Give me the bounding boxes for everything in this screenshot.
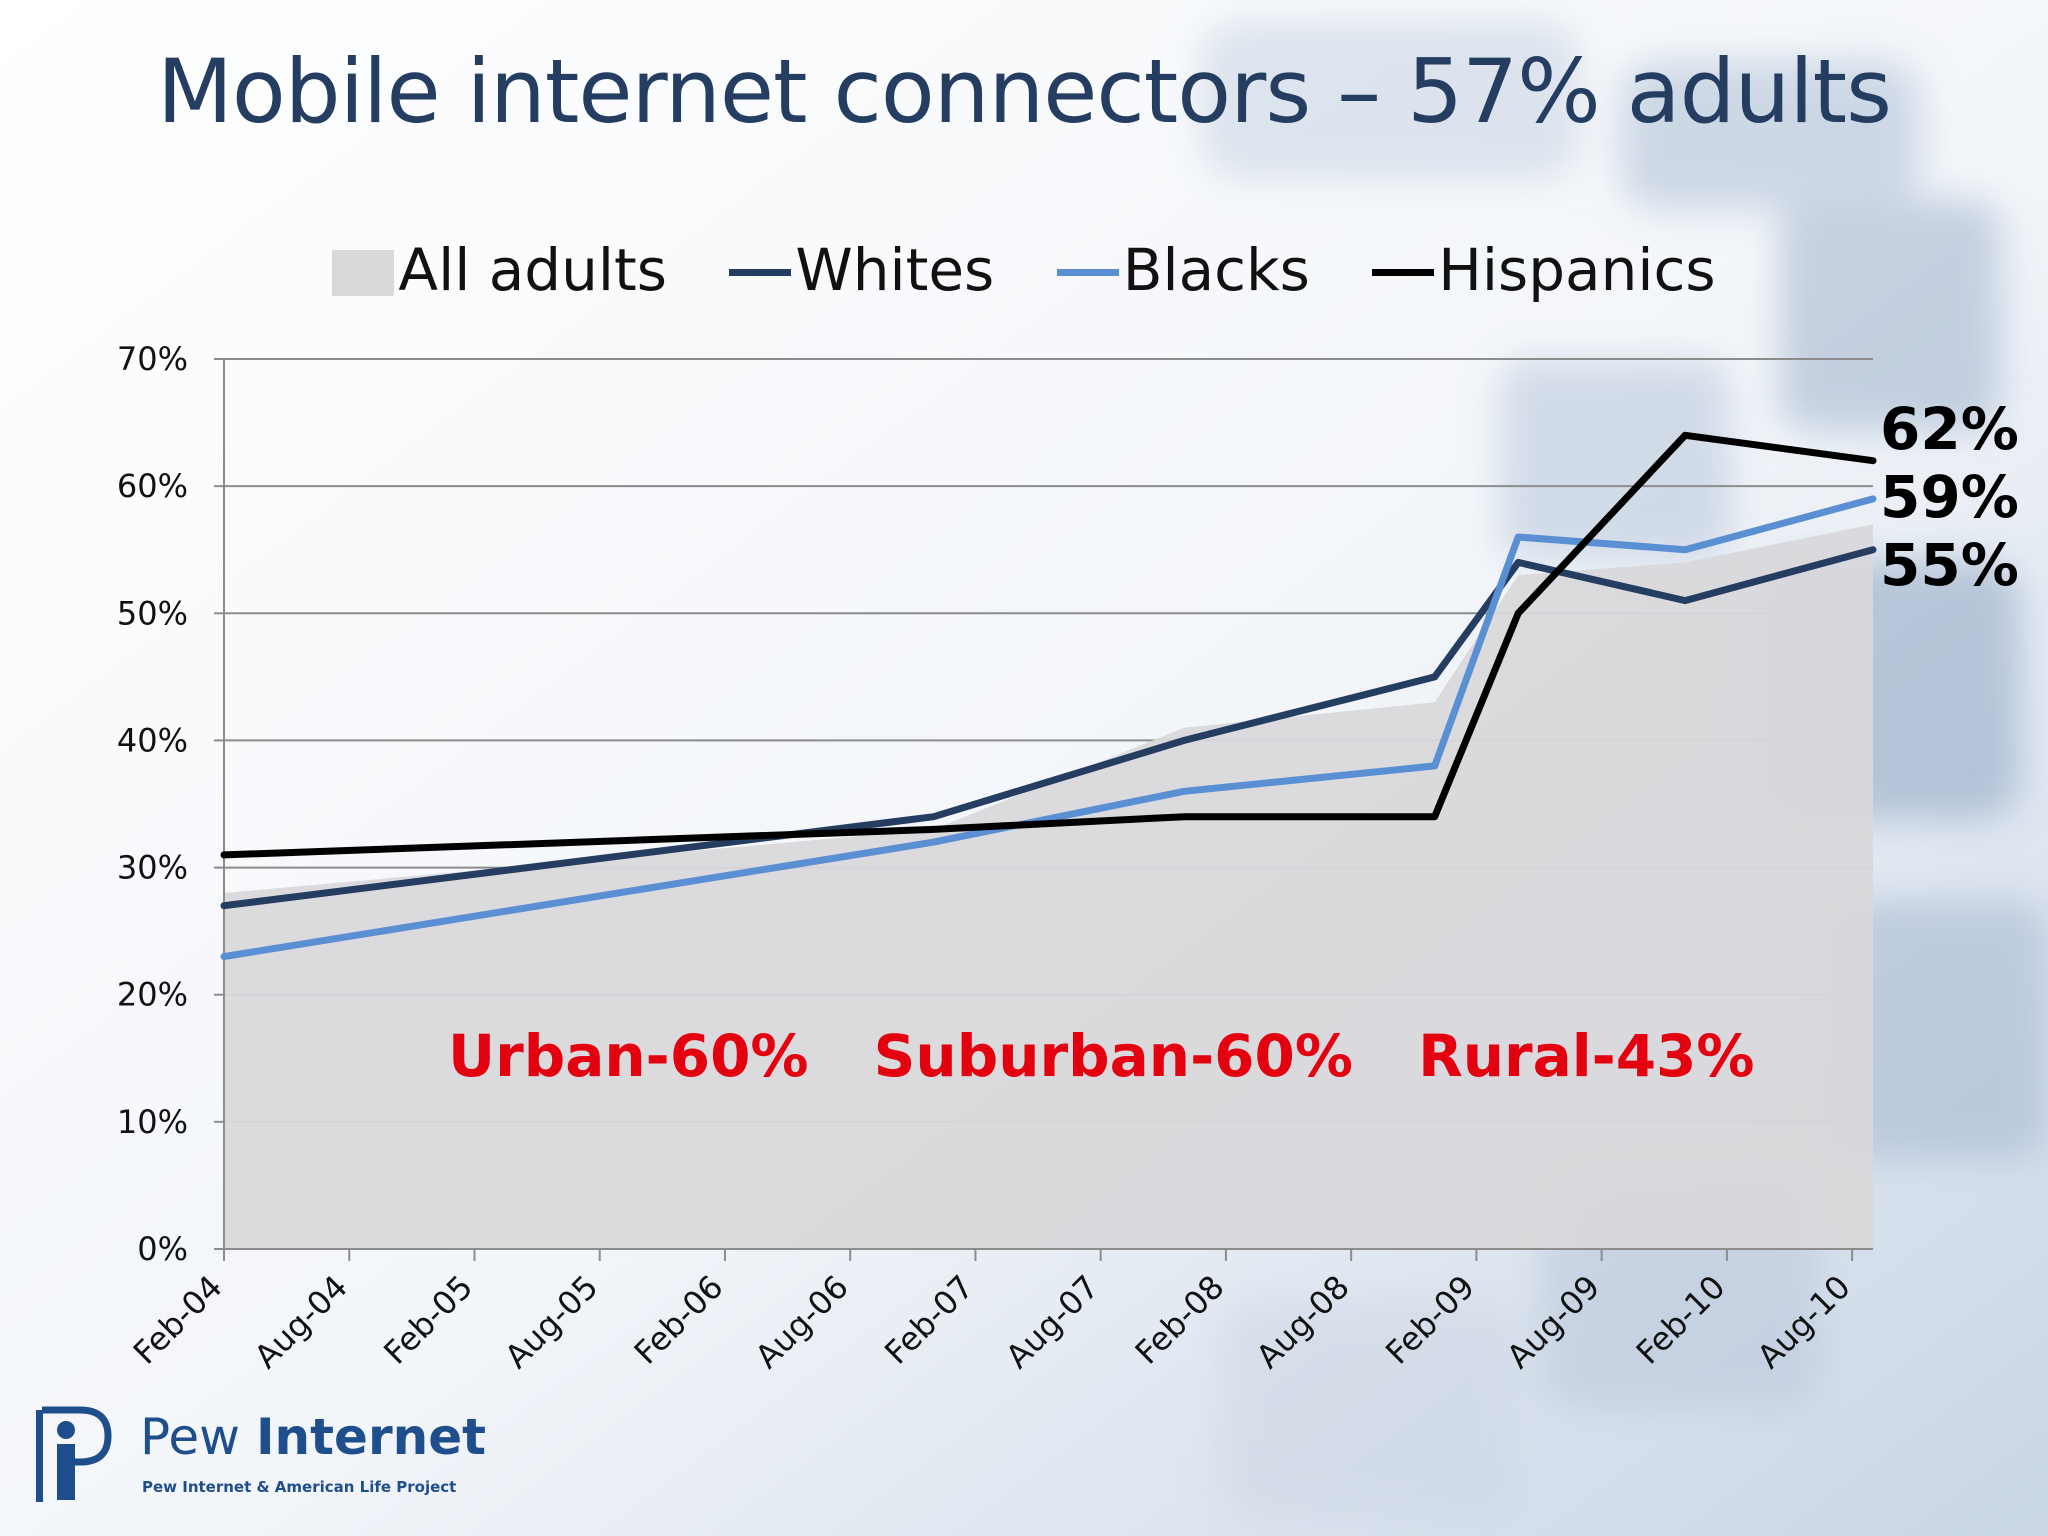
end-label-hispanics: 62% <box>1880 395 2019 463</box>
legend-label: Blacks <box>1122 235 1310 304</box>
pew-internet-logo: Pew Internet Pew Internet & American Lif… <box>28 1400 486 1510</box>
x-tick-label: Feb-08 <box>1128 1268 1232 1372</box>
annotation-rural: Rural-43% <box>1418 1022 1755 1090</box>
x-tick-label: Aug-06 <box>748 1268 856 1376</box>
line-series <box>220 431 1877 961</box>
area-all-adults <box>224 524 1873 1249</box>
x-tick-label: Aug-05 <box>497 1268 605 1376</box>
axes <box>214 358 1873 1261</box>
x-tick-label: Feb-10 <box>1629 1268 1733 1372</box>
y-tick-label: 0% <box>137 1230 188 1268</box>
line-whites <box>220 546 1877 910</box>
legend-swatch-area <box>332 249 395 296</box>
x-tick-label: Aug-09 <box>1499 1268 1607 1376</box>
y-tick-label: 40% <box>117 721 188 759</box>
x-tick-label: Aug-07 <box>998 1268 1106 1376</box>
chart-annotations: Urban-60% Suburban-60% Rural-43% <box>448 1022 1815 1090</box>
logo-name-regular: Pew <box>140 1408 241 1466</box>
x-tick-label: Aug-10 <box>1750 1268 1858 1376</box>
line-hispanics <box>220 431 1877 859</box>
y-tick-label: 50% <box>117 594 188 632</box>
end-label-blacks: 59% <box>1880 463 2019 531</box>
y-tick-label: 10% <box>117 1103 188 1141</box>
legend-swatch-line <box>729 268 792 276</box>
logo-subtitle: Pew Internet & American Life Project <box>142 1478 457 1496</box>
annotation-urban: Urban-60% <box>448 1022 809 1090</box>
pew-logo-icon <box>36 1406 112 1502</box>
x-tick-label: Feb-04 <box>126 1268 230 1372</box>
legend-label: All adults <box>398 235 667 304</box>
line-blacks <box>220 495 1877 961</box>
x-tick-label: Aug-08 <box>1249 1268 1357 1376</box>
legend-label: Whites <box>795 235 995 304</box>
legend-item-whites: Whites <box>729 236 994 304</box>
legend-label: Hispanics <box>1438 235 1716 304</box>
area-series <box>224 524 1873 1249</box>
x-tick-label: Feb-06 <box>627 1268 731 1372</box>
slide-title: Mobile internet connectors – 57% adults <box>156 40 1892 143</box>
legend-swatch-line <box>1056 268 1119 276</box>
x-tick-label: Aug-04 <box>247 1268 355 1376</box>
x-tick-label: Feb-09 <box>1378 1268 1482 1372</box>
logo-name-bold: Internet <box>255 1408 487 1466</box>
end-value-labels: 62% 59% 55% <box>1880 395 2019 599</box>
annotation-suburban: Suburban-60% <box>873 1022 1353 1090</box>
end-label-whites: 55% <box>1880 531 2019 599</box>
legend-swatch-line <box>1372 268 1435 276</box>
y-tick-label: 30% <box>117 849 188 887</box>
x-tick-label: Feb-07 <box>877 1268 981 1372</box>
legend-item-all-adults: All adults <box>332 236 667 304</box>
y-tick-label: 70% <box>117 340 188 378</box>
y-tick-label: 60% <box>117 467 188 505</box>
legend-item-blacks: Blacks <box>1056 235 1310 304</box>
y-tick-label: 20% <box>117 976 188 1014</box>
chart-legend: All adults Whites Blacks Hispanics <box>0 232 2048 304</box>
logo-name: Pew Internet <box>140 1408 486 1466</box>
x-tick-label: Feb-05 <box>376 1268 480 1372</box>
legend-item-hispanics: Hispanics <box>1372 235 1716 304</box>
